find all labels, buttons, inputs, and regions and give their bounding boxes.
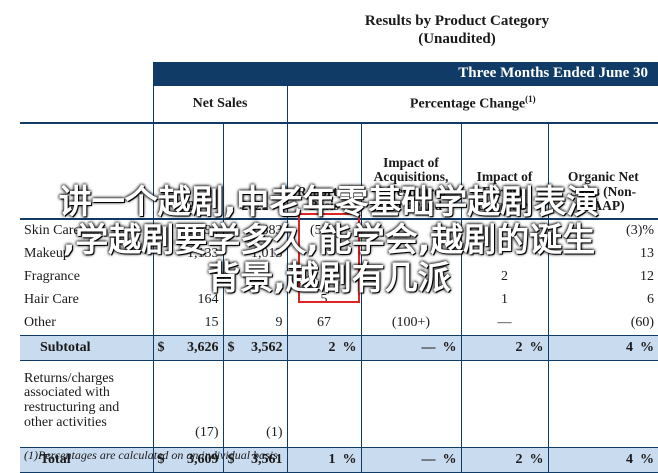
col-2023: 2023 — [152, 123, 223, 220]
col-2022: 2022 — [222, 123, 287, 220]
table-row: Other 15 9 67 (100+) — (60) — [20, 312, 658, 336]
col-foreign-currency: Impact of Foreign Currency — [460, 123, 548, 220]
returns-charges-row: Returns/charges associated with restruct… — [20, 360, 658, 448]
table-row: Fragrance 2 12 — [20, 266, 658, 289]
percentage-change-header: Percentage Change(1) — [286, 86, 658, 124]
report-title: Results by Product Category — [364, 13, 550, 29]
col-organic-net-sales: Organic Net Sales (Non-GAAP) — [547, 123, 658, 220]
col-reported-basis: Reported Basis — [286, 123, 361, 220]
period-banner: Three Months Ended June 30 — [153, 62, 658, 86]
footnote: (1)Percentages are calculated on an indi… — [24, 448, 278, 462]
report-subtitle: (Unaudited) — [418, 31, 496, 47]
table-row: Hair Care 164 5 1 6 — [20, 289, 658, 312]
net-sales-header: Net Sales — [152, 86, 287, 124]
col-acquisitions: Impact of Acquisitions, Divestitures and… — [360, 123, 461, 220]
table-row: Makeup 1,133 1,013 13 — [20, 243, 658, 266]
subtotal-row: Subtotal $3,626 $3,562 2 % — % 2 % 4 % — [20, 335, 658, 361]
highlight-box — [298, 213, 360, 303]
